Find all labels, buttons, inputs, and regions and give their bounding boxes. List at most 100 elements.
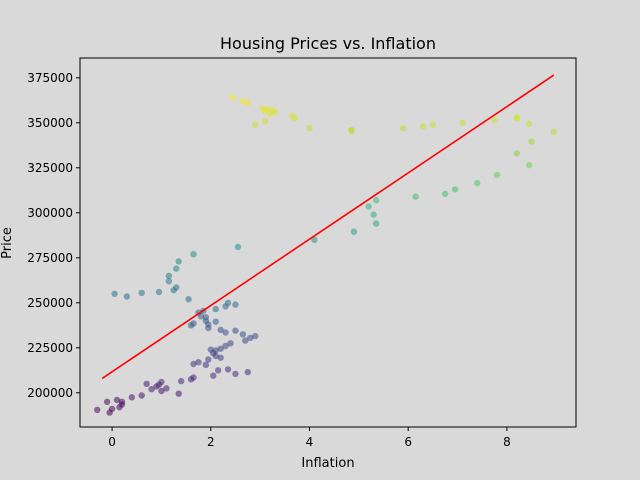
data-point: [348, 127, 355, 135]
x-tick-label: 0: [108, 435, 116, 449]
data-point: [239, 331, 247, 338]
data-point: [513, 114, 520, 121]
y-tick-label: 225000: [27, 341, 73, 355]
data-point: [513, 150, 520, 157]
data-point: [190, 320, 197, 327]
data-point: [239, 98, 247, 105]
data-point: [224, 299, 232, 306]
data-point: [227, 340, 234, 347]
data-point: [108, 405, 116, 413]
data-point: [177, 377, 185, 385]
data-point: [143, 380, 150, 387]
data-point: [370, 211, 377, 218]
data-point: [429, 121, 437, 128]
data-point: [232, 301, 239, 308]
data-point: [229, 94, 237, 101]
data-point: [158, 378, 165, 386]
data-point: [163, 385, 170, 392]
data-point: [306, 125, 313, 132]
data-point: [103, 398, 111, 405]
data-point: [525, 120, 533, 127]
data-point: [190, 251, 197, 258]
data-point: [175, 390, 182, 397]
data-point: [419, 123, 427, 130]
data-point: [232, 327, 239, 334]
x-tick-label: 4: [306, 435, 314, 449]
data-point: [185, 296, 192, 303]
data-point: [528, 138, 535, 145]
x-tick-label: 2: [207, 435, 215, 449]
data-point: [94, 406, 101, 414]
data-point: [252, 121, 259, 128]
data-point: [365, 203, 372, 210]
data-point: [222, 342, 229, 350]
y-tick-label: 375000: [27, 71, 73, 85]
data-point: [252, 332, 259, 340]
data-point: [214, 367, 222, 374]
data-point: [493, 171, 501, 179]
data-point: [459, 119, 466, 127]
data-point: [234, 243, 242, 251]
data-point: [210, 372, 217, 379]
data-point: [165, 272, 173, 279]
data-point: [244, 368, 252, 376]
x-axis-label: Inflation: [301, 456, 354, 471]
plot-area: [79, 57, 577, 428]
data-point: [261, 117, 269, 125]
data-point: [271, 108, 279, 116]
data-point: [217, 345, 224, 352]
data-point: [123, 293, 131, 300]
data-point: [372, 220, 380, 227]
y-tick-label: 300000: [27, 206, 73, 220]
data-point: [195, 359, 202, 366]
data-point: [175, 258, 182, 265]
data-point: [202, 361, 210, 369]
y-tick-label: 325000: [27, 161, 73, 175]
data-point: [190, 360, 197, 368]
data-point: [202, 314, 210, 321]
data-point: [550, 128, 557, 135]
data-point: [155, 288, 163, 296]
data-point: [118, 398, 126, 405]
x-tick-label: 8: [503, 435, 511, 449]
data-point: [138, 392, 145, 399]
data-point: [217, 326, 224, 333]
data-point: [474, 179, 481, 187]
y-tick-label: 250000: [27, 296, 73, 310]
data-point: [525, 161, 533, 169]
data-point: [205, 324, 212, 332]
data-point: [217, 354, 224, 361]
data-point: [165, 278, 173, 285]
data-point: [247, 334, 254, 342]
data-point: [173, 284, 180, 291]
y-axis-ticks: 200000 225000 250000 275000 300000 325000 3500…: [27, 71, 80, 400]
data-point: [212, 318, 219, 325]
data-point: [212, 305, 219, 313]
data-point: [400, 125, 407, 132]
data-point: [244, 99, 252, 107]
data-point: [190, 374, 197, 381]
x-axis-ticks: 0 2 4 6 8: [108, 427, 511, 449]
data-point: [128, 394, 136, 401]
data-point: [291, 115, 298, 122]
data-point: [222, 329, 229, 336]
data-point: [205, 356, 212, 363]
data-point: [451, 186, 459, 193]
data-point: [232, 370, 239, 378]
regression-line: [101, 74, 555, 380]
data-point: [350, 228, 358, 235]
data-point: [111, 290, 118, 297]
data-point: [158, 387, 165, 395]
data-point: [311, 236, 318, 243]
data-point: [138, 289, 145, 297]
y-tick-label: 200000: [27, 386, 73, 400]
y-tick-label: 275000: [27, 251, 73, 265]
data-point: [173, 265, 180, 272]
data-point: [442, 190, 449, 198]
data-point: [113, 396, 121, 404]
y-axis-label: Price: [0, 227, 15, 259]
data-point: [212, 347, 219, 354]
data-point: [372, 197, 380, 204]
data-point: [148, 386, 155, 393]
